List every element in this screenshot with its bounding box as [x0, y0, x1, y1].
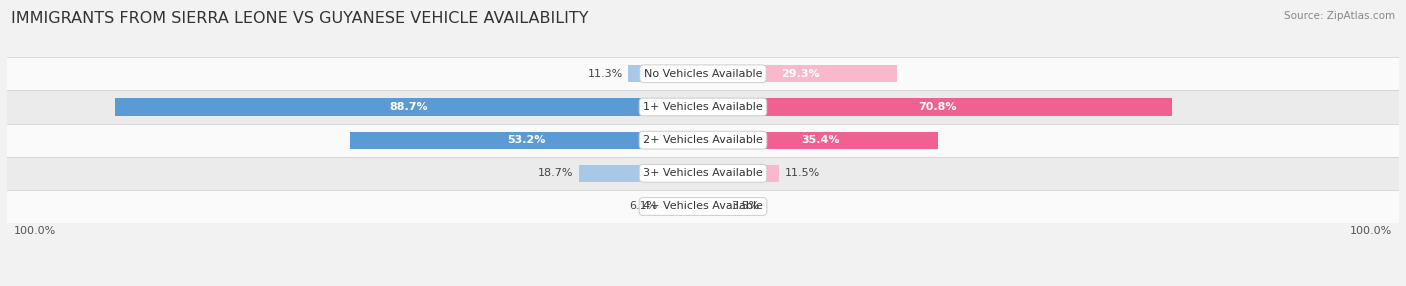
Bar — [662, 198, 703, 215]
Text: 100.0%: 100.0% — [14, 227, 56, 236]
Text: 29.3%: 29.3% — [780, 69, 820, 79]
Text: 3+ Vehicles Available: 3+ Vehicles Available — [643, 168, 763, 178]
Text: 3.5%: 3.5% — [731, 202, 759, 211]
Bar — [703, 198, 725, 215]
Bar — [7, 124, 1399, 157]
Text: Source: ZipAtlas.com: Source: ZipAtlas.com — [1284, 11, 1395, 21]
Text: 88.7%: 88.7% — [389, 102, 429, 112]
Legend: Immigrants from Sierra Leone, Guyanese: Immigrants from Sierra Leone, Guyanese — [555, 281, 851, 286]
Text: 35.4%: 35.4% — [801, 135, 839, 145]
Text: 11.5%: 11.5% — [785, 168, 820, 178]
Bar — [703, 132, 938, 149]
Bar — [7, 157, 1399, 190]
Text: IMMIGRANTS FROM SIERRA LEONE VS GUYANESE VEHICLE AVAILABILITY: IMMIGRANTS FROM SIERRA LEONE VS GUYANESE… — [11, 11, 589, 26]
Text: 1+ Vehicles Available: 1+ Vehicles Available — [643, 102, 763, 112]
Text: No Vehicles Available: No Vehicles Available — [644, 69, 762, 79]
Bar — [350, 132, 703, 149]
Bar — [7, 90, 1399, 124]
Bar — [7, 57, 1399, 90]
Text: 100.0%: 100.0% — [1350, 227, 1392, 236]
Bar — [115, 98, 703, 116]
Bar — [7, 190, 1399, 223]
Text: 53.2%: 53.2% — [508, 135, 546, 145]
Bar — [628, 65, 703, 82]
Text: 11.3%: 11.3% — [588, 69, 623, 79]
Bar — [579, 165, 703, 182]
Text: 2+ Vehicles Available: 2+ Vehicles Available — [643, 135, 763, 145]
Bar — [703, 98, 1173, 116]
Text: 4+ Vehicles Available: 4+ Vehicles Available — [643, 202, 763, 211]
Text: 6.1%: 6.1% — [628, 202, 657, 211]
Bar — [703, 65, 897, 82]
Text: 70.8%: 70.8% — [918, 102, 957, 112]
Bar — [703, 165, 779, 182]
Text: 18.7%: 18.7% — [538, 168, 574, 178]
